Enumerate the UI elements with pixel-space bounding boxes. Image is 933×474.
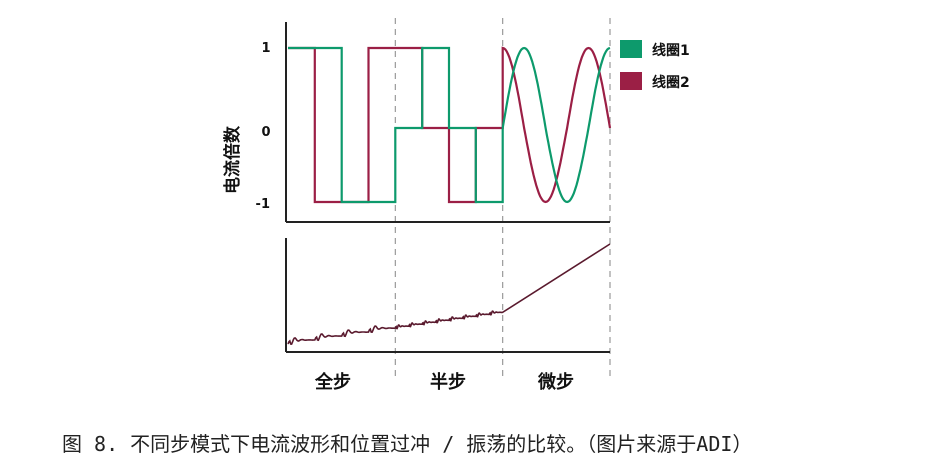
phase-label-micro-step: 微步 (537, 371, 574, 393)
legend-swatch-coil1 (620, 40, 642, 58)
ytick-neg1: -1 (256, 197, 270, 212)
series-coil1-line (288, 46, 611, 204)
ytick-1: 1 (261, 41, 270, 56)
current-waveform-figure: 1 0 -1 电流倍数 线圈1 线圈2 全步 半步 微步 (222, 18, 690, 393)
figure-caption: 图 8. 不同步模式下电流波形和位置过冲 / 振荡的比较。（图片来源于ADI） (62, 432, 753, 456)
phase-label-full-step: 全步 (314, 371, 351, 393)
series-coil2-line (288, 46, 612, 204)
position-ramp-line (287, 243, 611, 345)
legend-label-coil1: 线圈1 (652, 42, 690, 59)
y-axis-label: 电流倍数 (222, 125, 243, 194)
legend-label-coil2: 线圈2 (652, 74, 690, 91)
ytick-0: 0 (261, 125, 270, 140)
phase-label-half-step: 半步 (430, 371, 466, 393)
legend-swatch-coil2 (620, 72, 642, 90)
